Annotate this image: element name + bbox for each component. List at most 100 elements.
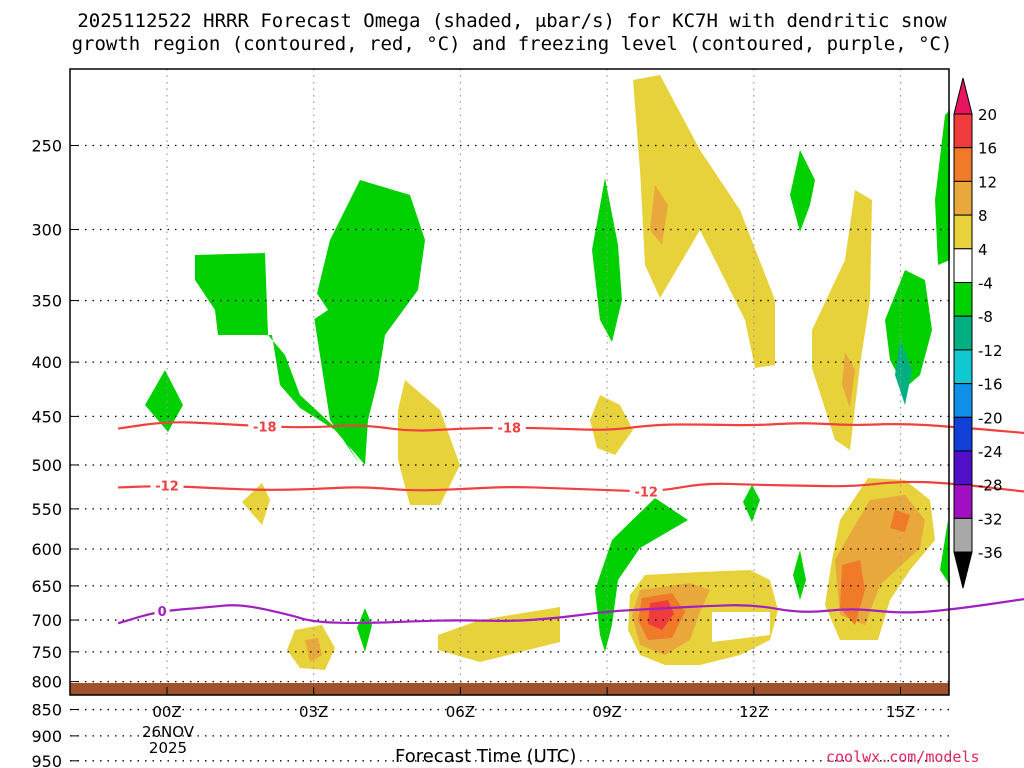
- colorbar-segment: [953, 214, 973, 250]
- y-tick-label: 250: [31, 137, 62, 156]
- x-tick-label: 12Z: [739, 703, 768, 721]
- omega-region-yellow: [438, 607, 560, 662]
- colorbar-label: -16: [978, 376, 1003, 394]
- date-label-day: 26NOV: [141, 723, 195, 741]
- colorbar-segment: [953, 517, 973, 553]
- date-label: 26NOV 2025: [128, 724, 208, 756]
- contour-label: -12: [634, 485, 658, 500]
- colorbar-label: -12: [978, 342, 1003, 360]
- colorbar-segment: [953, 248, 973, 284]
- y-tick-label: 350: [31, 292, 62, 311]
- omega-region-green: [793, 550, 806, 600]
- contour-lines: -18 -18 -12 -12 0: [117, 418, 1024, 625]
- y-tick-label: 850: [31, 701, 62, 720]
- chart-title-line1: 2025112522 HRRR Forecast Omega (shaded, …: [77, 10, 947, 32]
- date-label-year: 2025: [148, 739, 188, 757]
- omega-region-yellow: [812, 190, 872, 450]
- colorbar-label: -24: [978, 443, 1003, 461]
- colorbar-segment: [953, 383, 973, 418]
- colorbar-label: 16: [978, 140, 997, 158]
- omega-region-green: [940, 520, 950, 585]
- omega-region-green: [595, 498, 688, 652]
- chart-title-line2: growth region (contoured, red, °C) and f…: [71, 33, 953, 55]
- contour-label: -18: [498, 422, 522, 437]
- omega-region-white: [712, 612, 770, 642]
- y-tick-label: 650: [31, 577, 62, 596]
- omega-region-tan: [842, 352, 855, 408]
- colorbar: 20 16 12 8 4 -4 -8 -12 -16 -20 -24 -28 -32 -36: [953, 77, 1003, 589]
- ground-strip: [70, 683, 949, 695]
- omega-region-orange: [890, 510, 910, 532]
- y-tick-label: 550: [31, 500, 62, 519]
- colorbar-label: 4: [978, 241, 988, 259]
- colorbar-label: -4: [978, 275, 993, 293]
- omega-region-green: [790, 150, 815, 232]
- x-tick-label: 09Z: [592, 703, 621, 721]
- omega-region-green: [195, 180, 425, 465]
- colorbar-segment: [953, 484, 973, 519]
- colorbar-cap-top: [953, 77, 973, 115]
- colorbar-label: -32: [978, 510, 1003, 528]
- y-tick-label: 950: [31, 752, 62, 768]
- colorbar-segment: [953, 315, 973, 351]
- contour-label-bg: [492, 419, 526, 435]
- omega-region-yellow: [590, 395, 633, 455]
- omega-region-green: [357, 608, 372, 652]
- y-tick-label: 900: [31, 727, 62, 746]
- x-axis-label: Forecast Time (UTC): [395, 746, 577, 767]
- contour-freezing-level: [117, 597, 1024, 625]
- colorbar-segment: [953, 147, 973, 182]
- omega-shaded-field: [145, 75, 950, 670]
- x-tick-label: 06Z: [446, 703, 475, 721]
- colorbar-segment: [953, 282, 973, 317]
- colorbar-segment: [953, 450, 973, 486]
- y-tick-label: 300: [31, 221, 62, 240]
- contour-dendritic-12: [118, 480, 1024, 493]
- contour-label-bg: [154, 603, 170, 619]
- y-tick-label: 600: [31, 540, 62, 559]
- colorbar-cap-bottom: [953, 551, 973, 589]
- colorbar-label: -36: [978, 544, 1003, 562]
- colorbar-segment: [953, 416, 973, 452]
- omega-region-green: [592, 178, 622, 342]
- y-tick-label: 400: [31, 353, 62, 372]
- colorbar-segment: [953, 349, 973, 385]
- colorbar-label: -28: [978, 477, 1003, 495]
- contour-label-bg: [150, 477, 184, 493]
- plot-frame: [69, 68, 950, 696]
- colorbar-label: 12: [978, 173, 997, 191]
- omega-region-green: [743, 485, 760, 522]
- contour-label-bg: [248, 418, 282, 434]
- x-tick-label: 15Z: [886, 703, 915, 721]
- contour-label: -18: [253, 421, 277, 436]
- contour-label: 0: [158, 605, 167, 620]
- omega-region-yellow: [242, 483, 270, 525]
- colorbar-label: -20: [978, 409, 1003, 427]
- omega-region-teal: [895, 340, 912, 405]
- colorbar-segment: [953, 113, 973, 149]
- contour-label: -12: [155, 480, 179, 495]
- omega-region-green: [935, 110, 950, 265]
- y-tick-label: 800: [31, 673, 62, 692]
- y-tick-label: 450: [31, 407, 62, 426]
- y-tick-label: 700: [31, 611, 62, 630]
- colorbar-segment: [953, 180, 973, 216]
- axes: 250 300 350 400 450 500 550 600 650 700 750 800 850 9…: [31, 137, 915, 768]
- credit-text: coolwx.com/models: [826, 748, 980, 766]
- y-tick-label: 750: [31, 643, 62, 662]
- colorbar-label: 8: [978, 207, 988, 225]
- omega-region-green: [885, 270, 932, 388]
- omega-region-yellow: [633, 75, 775, 368]
- omega-region-yellow: [398, 380, 460, 505]
- x-tick-label: 00Z: [152, 703, 181, 721]
- x-tick-label: 03Z: [299, 703, 328, 721]
- colorbar-label: -8: [978, 308, 993, 326]
- omega-region-tan: [305, 638, 322, 662]
- contour-label-bg: [629, 483, 663, 499]
- y-tick-label: 500: [31, 456, 62, 475]
- contour-dendritic-18: [117, 421, 1024, 435]
- gridlines: [70, 69, 949, 762]
- omega-region-green: [145, 370, 183, 432]
- colorbar-label: 20: [978, 106, 997, 124]
